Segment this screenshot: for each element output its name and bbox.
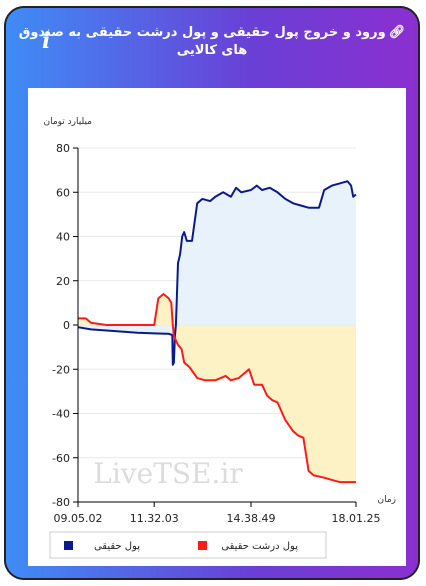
chart-svg: -80 -60 -40 -20 0 20 40 60 80 09.05.02 11.32.03 14.…: [43, 117, 396, 559]
legend-box: [49, 531, 327, 559]
info-icon[interactable]: i: [42, 28, 51, 54]
area-fill-big-money: [78, 294, 356, 483]
series-line-big-money: [78, 293, 356, 484]
axes: -80 -60 -40 -20 0 20 40 60 80 09.05.02 11.32.03 14.…: [52, 142, 380, 525]
chart-title: ورود و خروج پول حقیقی و پول درشت حقیقی ب…: [18, 25, 386, 58]
chart-header: 🔗︎ورود و خروج پول حقیقی و پول درشت حقیقی…: [18, 24, 406, 80]
watermark: LiveTSE.ir: [93, 457, 243, 490]
y-tick-label: -80: [52, 496, 70, 509]
y-tick-label: -40: [52, 408, 70, 421]
x-axis-label: زمان: [377, 495, 396, 505]
y-tick-label: 80: [56, 142, 70, 155]
y-tick-label: 40: [56, 231, 70, 244]
x-tick-label: 18.01.25: [332, 512, 381, 525]
y-tick-label: -20: [52, 363, 70, 376]
y-tick-label: 60: [56, 186, 70, 199]
chart-panel: -80 -60 -40 -20 0 20 40 60 80 09.05.02 11.32.03 14.…: [28, 88, 406, 566]
area-fill-retail: [78, 181, 356, 365]
y-axis-label: میلیارد تومان: [43, 117, 92, 127]
legend-swatch-retail[interactable]: [64, 541, 73, 550]
series-line-retail: [77, 180, 357, 366]
y-tick-label: 20: [56, 275, 70, 288]
area-fills: [78, 181, 356, 483]
x-tick-label: 09.05.02: [54, 512, 103, 525]
y-tick-label: 0: [63, 319, 70, 332]
legend-label-retail[interactable]: پول حقیقی: [94, 541, 140, 552]
legend-label-big-money[interactable]: پول درشت حقیقی: [221, 541, 298, 552]
x-tick-label: 14.38.49: [227, 512, 276, 525]
legend-swatch-big-money[interactable]: [198, 541, 207, 550]
chart-card: 🔗︎ورود و خروج پول حقیقی و پول درشت حقیقی…: [4, 6, 420, 580]
y-tick-label: -60: [52, 452, 70, 465]
series-lines: [77, 180, 357, 484]
legend: پول حقیقی پول درشت حقیقی: [49, 531, 327, 559]
link-icon[interactable]: 🔗︎: [388, 25, 406, 40]
x-tick-label: 11.32.03: [130, 512, 179, 525]
